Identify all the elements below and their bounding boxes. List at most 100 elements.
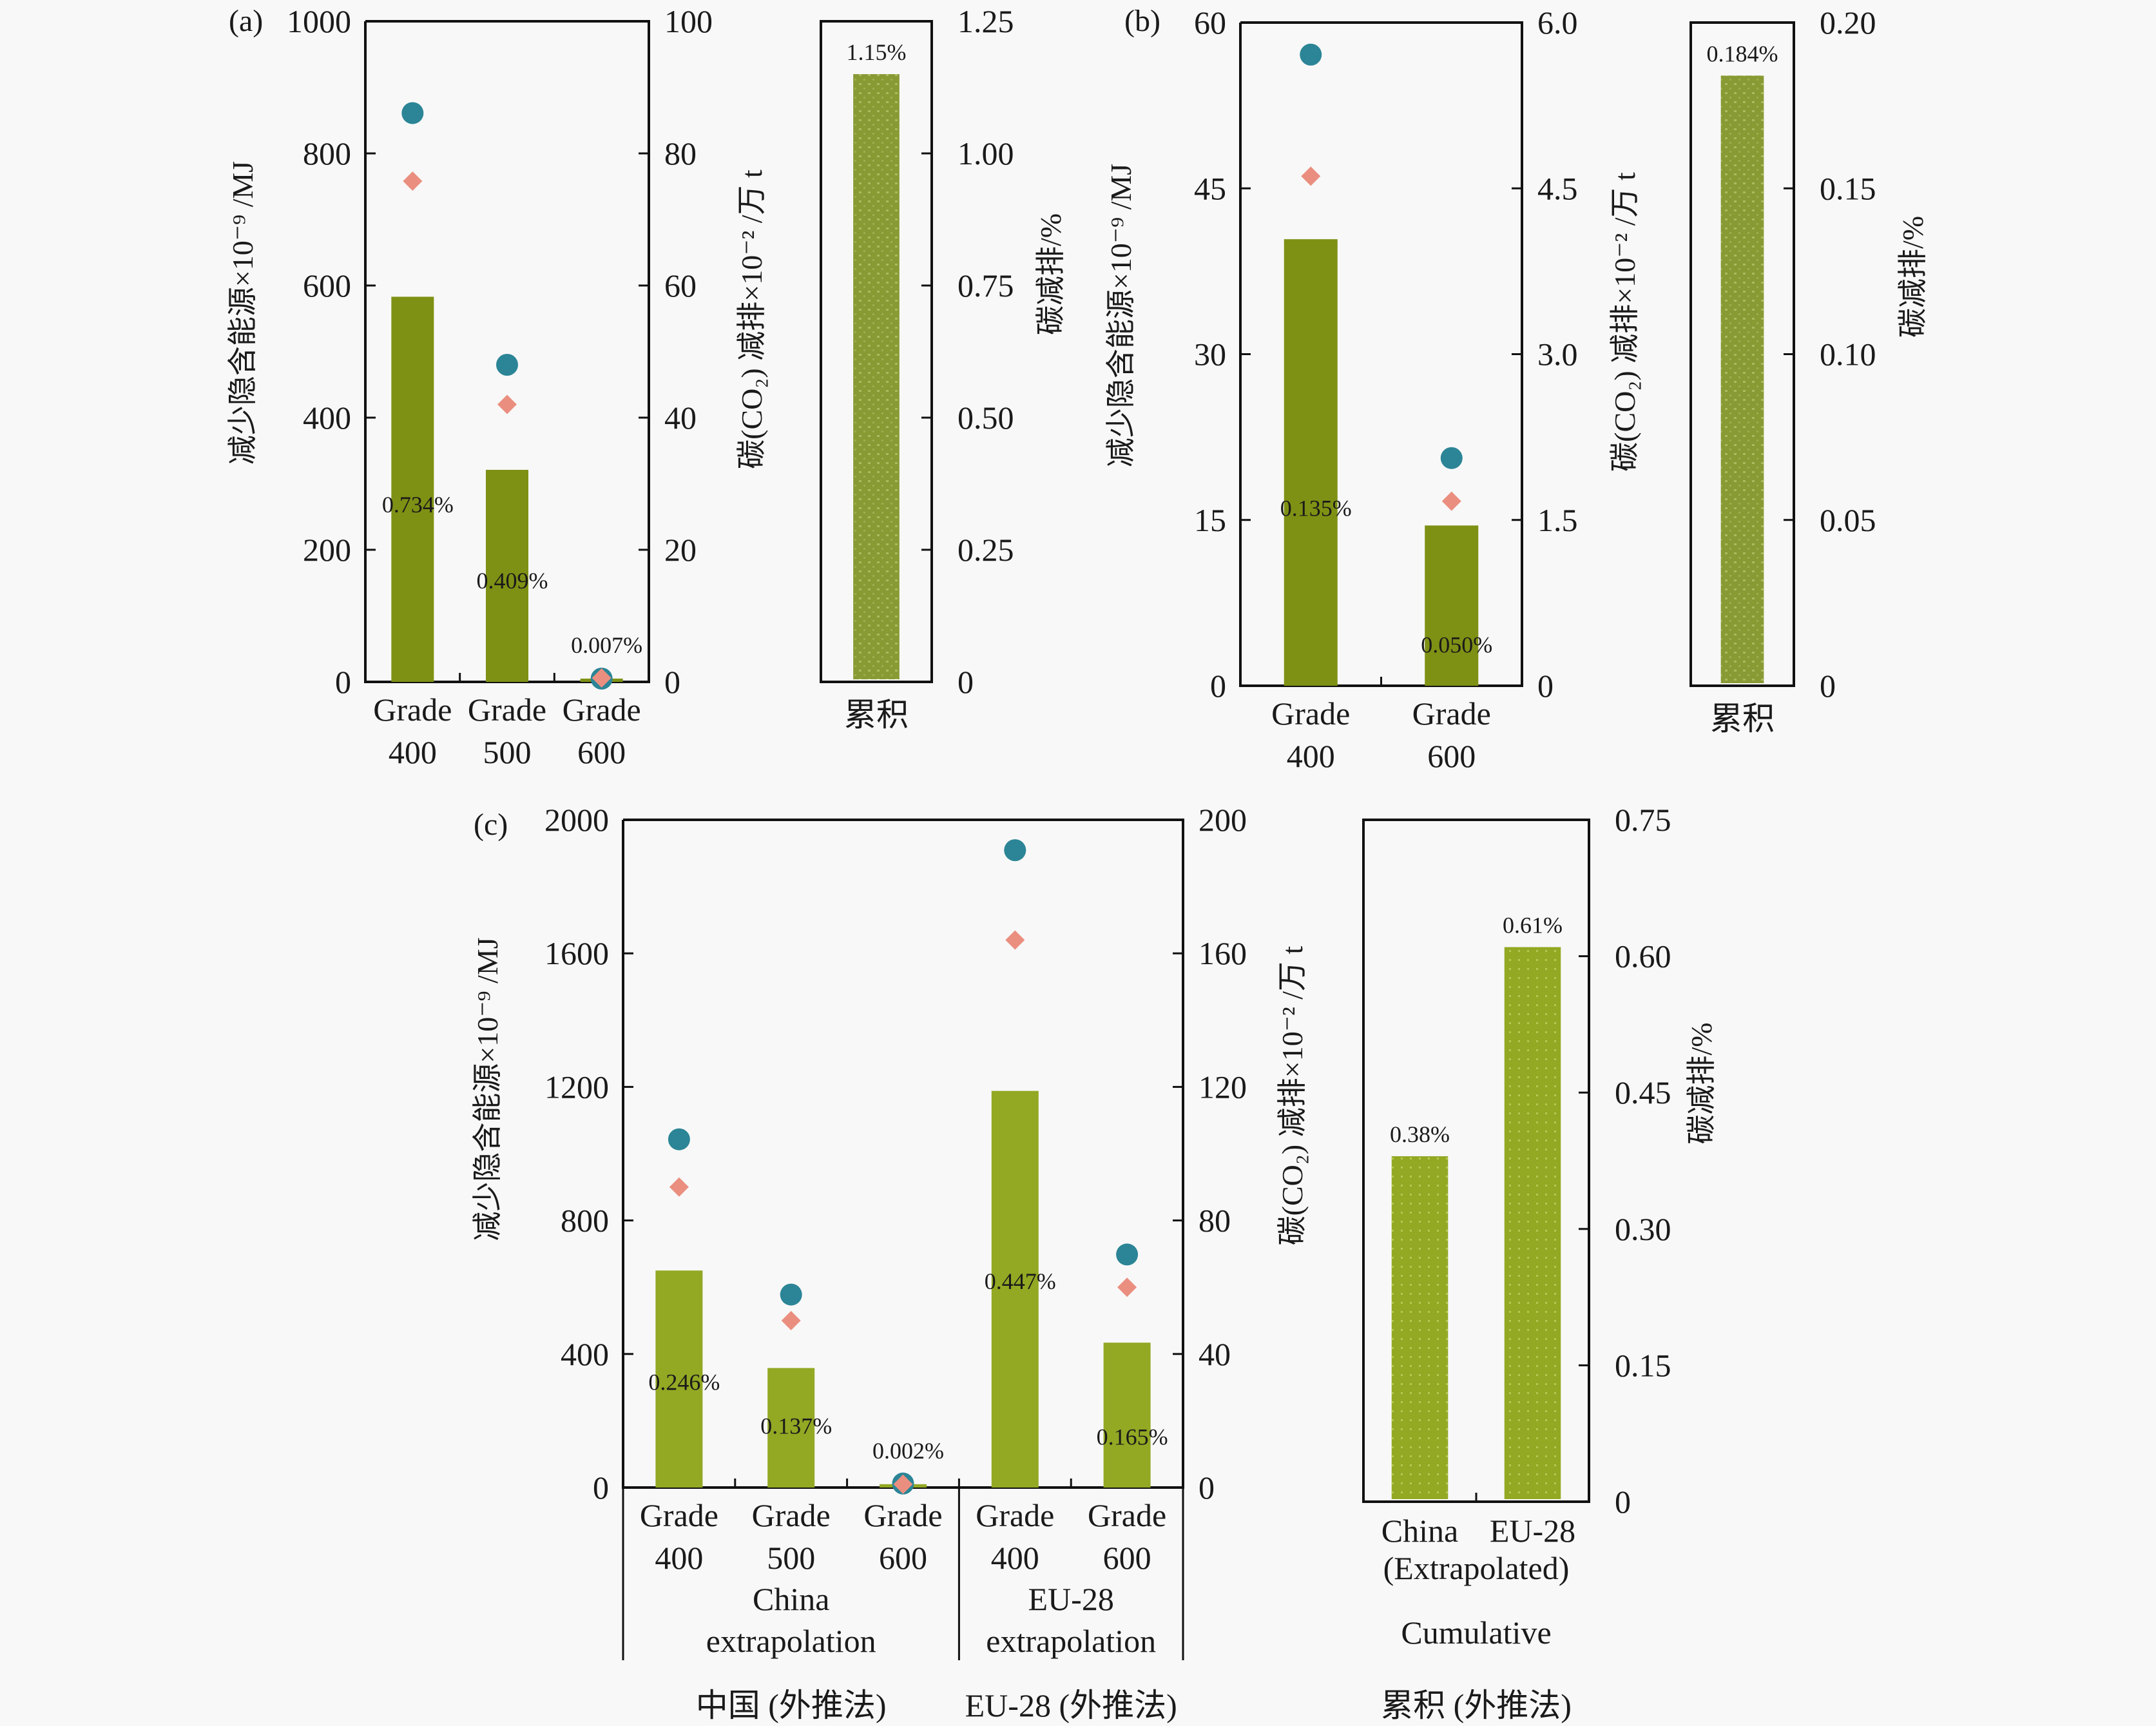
right-tick-label: 0 xyxy=(1198,1469,1215,1506)
panel-label-a: (a) xyxy=(229,4,263,38)
left-tick-label: 400 xyxy=(303,400,351,436)
co2-diamond-marker xyxy=(1441,491,1461,511)
cumulative-bar xyxy=(853,74,900,679)
energy-circle-marker xyxy=(1440,447,1463,469)
bar-percent-label: 0.050% xyxy=(1421,632,1492,658)
energy-circle-marker xyxy=(668,1128,690,1150)
category-label: Grade xyxy=(752,1497,831,1533)
energy-circle-marker xyxy=(1004,839,1026,862)
category-label: Grade xyxy=(1088,1497,1166,1533)
cumulative-title-en: Cumulative xyxy=(1401,1614,1551,1651)
energy-circle-marker xyxy=(780,1283,802,1306)
left-tick-label: 0 xyxy=(335,664,351,700)
cumulative-tick-label: 0 xyxy=(1615,1484,1631,1520)
bar-c-0 xyxy=(655,1270,703,1488)
co2-diamond-marker xyxy=(1301,166,1321,186)
energy-circle-marker xyxy=(496,354,518,376)
cumulative-category-label: 累积 xyxy=(1710,701,1775,737)
left-tick-label: 60 xyxy=(1194,5,1226,41)
bar-b-1 xyxy=(1425,525,1479,686)
energy-circle-marker xyxy=(1116,1243,1139,1266)
category-label: 600 xyxy=(1427,738,1476,774)
left-tick-label: 1000 xyxy=(287,3,351,39)
cumulative-category-label: China xyxy=(1381,1513,1458,1549)
cumulative-title-zh: 累积 (外推法) xyxy=(1381,1687,1572,1723)
category-label: 500 xyxy=(483,734,532,770)
group-label-zh: 中国 (外推法) xyxy=(696,1687,887,1723)
category-label: 400 xyxy=(389,734,437,770)
chart-layer: (a)020040060080010000204060801000.734%Gr… xyxy=(226,3,1929,1723)
left-tick-label: 400 xyxy=(561,1336,609,1372)
panel-label-c: (c) xyxy=(474,808,508,842)
cumulative-tick-label: 0.10 xyxy=(1820,336,1876,373)
category-label: 400 xyxy=(1287,738,1335,774)
category-label: 400 xyxy=(991,1540,1039,1576)
bar-c-4 xyxy=(1103,1343,1151,1488)
right-tick-label: 3.0 xyxy=(1537,336,1578,373)
cumulative-tick-label: 0.75 xyxy=(1615,802,1671,838)
cumulative-tick-label: 0.05 xyxy=(1820,502,1876,538)
cumulative-tick-label: 0.60 xyxy=(1615,938,1671,975)
left-tick-label: 0 xyxy=(1210,668,1226,704)
category-label: Grade xyxy=(976,1497,1054,1533)
right-tick-label: 40 xyxy=(664,400,697,436)
left-tick-label: 600 xyxy=(303,267,351,304)
cumulative-tick-label: 0.20 xyxy=(1820,5,1876,41)
co2-diamond-marker xyxy=(1005,930,1025,950)
left-tick-label: 45 xyxy=(1194,170,1226,206)
cumulative-bar xyxy=(1391,1156,1449,1499)
cumulative-percent-label: 1.15% xyxy=(847,39,907,65)
category-label: Grade xyxy=(563,692,641,728)
left-tick-label: 0 xyxy=(593,1469,609,1506)
category-label: 600 xyxy=(1103,1540,1151,1576)
bar-percent-label: 0.002% xyxy=(872,1438,944,1464)
bar-b-0 xyxy=(1284,239,1338,686)
left-tick-label: 200 xyxy=(303,532,351,568)
cumulative-bar xyxy=(1504,947,1561,1499)
category-label: 600 xyxy=(879,1540,927,1576)
left-axis-title: 减少隐含能源×10⁻⁹ /MJ xyxy=(226,161,259,465)
cumulative-axis-title: 碳减排/% xyxy=(1685,1022,1718,1144)
right-axis-title: 碳(CO₂) 减排×10⁻² /万 t xyxy=(1276,945,1309,1245)
right-tick-label: 0 xyxy=(664,664,680,700)
cumulative-tick-label: 0.25 xyxy=(958,532,1014,568)
group-label-en: extrapolation xyxy=(706,1623,876,1659)
group-label-zh: EU-28 (外推法) xyxy=(965,1687,1177,1723)
co2-diamond-marker xyxy=(497,394,517,414)
cumulative-tick-label: 0.75 xyxy=(958,267,1014,304)
panel-label-b: (b) xyxy=(1124,4,1160,38)
left-tick-label: 2000 xyxy=(544,802,609,838)
bar-percent-label: 0.409% xyxy=(477,568,548,594)
left-axis-title: 减少隐含能源×10⁻⁹ /MJ xyxy=(471,937,504,1241)
cumulative-frame-a xyxy=(820,20,933,683)
right-tick-label: 4.5 xyxy=(1537,170,1578,206)
co2-diamond-marker xyxy=(592,668,611,688)
cumulative-tick-label: 0.45 xyxy=(1615,1074,1671,1110)
bar-percent-label: 0.165% xyxy=(1097,1424,1168,1450)
left-tick-label: 1600 xyxy=(544,935,609,971)
category-label: Grade xyxy=(468,692,546,728)
category-label: Grade xyxy=(863,1497,942,1533)
energy-circle-marker xyxy=(401,102,424,124)
left-tick-label: 15 xyxy=(1194,502,1226,538)
right-tick-label: 200 xyxy=(1198,802,1247,838)
bar-percent-label: 0.447% xyxy=(985,1268,1056,1294)
left-tick-label: 800 xyxy=(303,135,351,171)
left-axis-title: 减少隐含能源×10⁻⁹ /MJ xyxy=(1104,164,1137,467)
right-tick-label: 0 xyxy=(1537,668,1554,704)
right-tick-label: 80 xyxy=(1198,1203,1231,1239)
right-tick-label: 1.5 xyxy=(1537,502,1578,538)
cumulative-tick-label: 0.15 xyxy=(1820,170,1876,206)
cumulative-category-label: EU-28 xyxy=(1490,1513,1575,1549)
left-tick-label: 30 xyxy=(1194,336,1226,373)
bar-percent-label: 0.734% xyxy=(382,492,454,518)
cumulative-percent-label: 0.38% xyxy=(1390,1121,1450,1147)
cumulative-category-label: 累积 xyxy=(844,697,909,733)
cumulative-axis-title: 碳减排/% xyxy=(1896,216,1929,338)
plot-frame-a xyxy=(364,20,650,683)
bar-percent-label: 0.246% xyxy=(648,1369,720,1395)
bar-a-0 xyxy=(391,296,434,682)
bar-percent-label: 0.137% xyxy=(760,1413,832,1439)
